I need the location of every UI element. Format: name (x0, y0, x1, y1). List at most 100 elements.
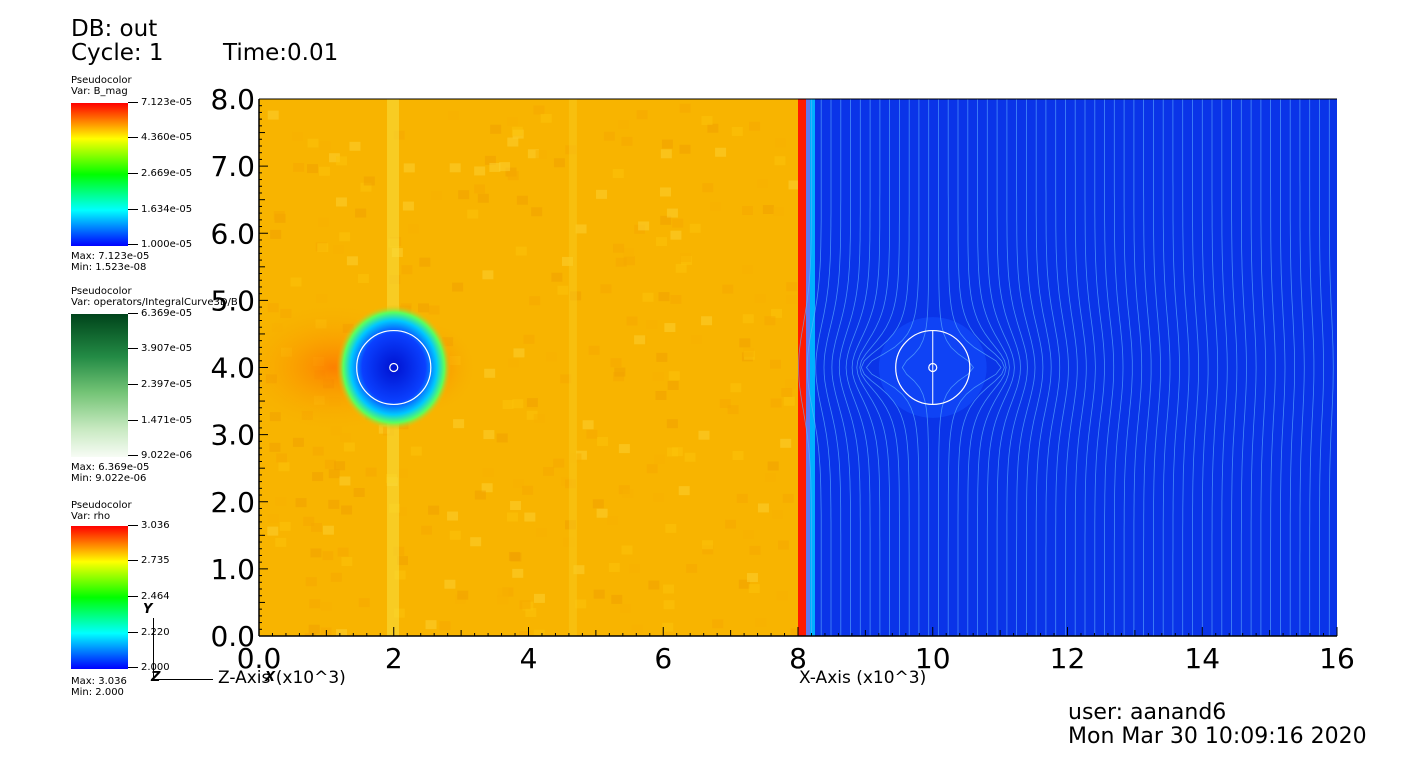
streamline (1123, 99, 1133, 636)
x-tick-label: 4 (520, 642, 538, 675)
texture-cell (535, 150, 547, 160)
texture-cell (746, 573, 758, 583)
texture-cell (573, 565, 585, 575)
texture-cell (679, 103, 691, 113)
texture-cell (619, 603, 631, 613)
texture-cell (701, 316, 713, 326)
texture-cell (334, 461, 346, 471)
streamline (986, 99, 1015, 636)
texture-cell (660, 149, 672, 159)
texture-cell (310, 548, 322, 558)
texture-cell (596, 189, 608, 199)
texture-cell (341, 505, 353, 515)
texture-cell (702, 183, 714, 193)
texture-cell (358, 598, 370, 608)
texture-cell (725, 519, 737, 529)
texture-cell (328, 153, 340, 163)
texture-cell (774, 138, 786, 148)
texture-cell (529, 296, 541, 306)
texture-cell (355, 208, 367, 218)
y-tick-label: 4.0 (210, 352, 255, 385)
texture-cell (278, 462, 290, 472)
texture-cell (679, 144, 691, 154)
texture-cell (349, 141, 361, 151)
texture-cell (680, 253, 692, 263)
texture-cell (303, 516, 315, 526)
triad-y-label: Y (143, 602, 153, 617)
texture-cell (736, 493, 748, 503)
texture-cell (762, 204, 774, 214)
texture-cell (658, 292, 670, 302)
texture-cell (467, 209, 479, 219)
texture-cell (328, 499, 340, 509)
texture-cell (727, 405, 739, 415)
texture-cell (666, 208, 678, 218)
texture-cell (506, 512, 518, 522)
texture-cell (646, 320, 658, 330)
texture-cell (702, 540, 714, 550)
texture-cell (661, 139, 673, 149)
texture-cell (622, 489, 634, 499)
texture-cell (507, 137, 519, 147)
legend-2-tick: 9.022e-06 (141, 450, 193, 461)
texture-cell (310, 522, 322, 532)
date-label: Mon Mar 30 10:09:16 2020 (1068, 724, 1367, 749)
texture-cell (428, 305, 440, 315)
streamline (1113, 99, 1124, 636)
texture-cell (672, 218, 684, 228)
texture-cell (659, 187, 671, 197)
texture-cell (353, 634, 365, 636)
texture-cell (722, 284, 734, 294)
texture-cell (553, 158, 565, 168)
texture-cell (393, 608, 405, 618)
texture-cell (663, 584, 675, 594)
legend-1-plot-type: Pseudocolor (71, 75, 132, 86)
texture-cell (275, 496, 287, 506)
texture-cell (667, 447, 679, 457)
texture-cell (603, 131, 615, 141)
texture-cell (709, 201, 721, 211)
texture-cell (305, 577, 317, 587)
texture-cell (449, 530, 461, 540)
texture-cell (652, 371, 664, 381)
texture-cell (449, 163, 461, 173)
streamline (1182, 99, 1190, 636)
texture-cell (764, 316, 776, 326)
texture-cell (663, 600, 675, 610)
texture-cell (328, 469, 340, 479)
texture-cell (565, 145, 577, 155)
texture-cell (785, 379, 797, 389)
texture-cell (316, 293, 328, 303)
texture-cell (570, 291, 582, 301)
texture-cell (783, 396, 795, 406)
texture-cell (767, 461, 779, 471)
texture-cell (519, 600, 531, 610)
texture-cell (597, 436, 609, 446)
streamline (838, 99, 861, 636)
legend-1-tick: 4.360e-05 (141, 132, 193, 143)
texture-cell (502, 400, 514, 410)
texture-cell (292, 131, 304, 141)
database-label: DB: out (71, 16, 158, 42)
texture-cell (523, 334, 535, 344)
texture-cell (730, 383, 742, 393)
texture-cell (335, 197, 347, 207)
obstacle-1-center (389, 362, 399, 373)
texture-cell (507, 171, 519, 181)
streamline (967, 99, 1007, 636)
streamline (901, 99, 930, 636)
texture-cell (418, 303, 430, 313)
texture-cell (403, 163, 415, 173)
streamline (938, 99, 975, 636)
texture-cell (304, 633, 316, 636)
texture-cell (655, 391, 667, 401)
texture-cell (346, 256, 358, 266)
y-tick-label: 8.0 (210, 83, 255, 116)
texture-cell (749, 545, 761, 555)
texture-cell (743, 347, 755, 357)
texture-cell (321, 602, 333, 612)
texture-cell (360, 182, 372, 192)
legend-3-variable: Var: rho (71, 511, 111, 522)
texture-cell (626, 316, 638, 326)
texture-cell (396, 468, 408, 478)
